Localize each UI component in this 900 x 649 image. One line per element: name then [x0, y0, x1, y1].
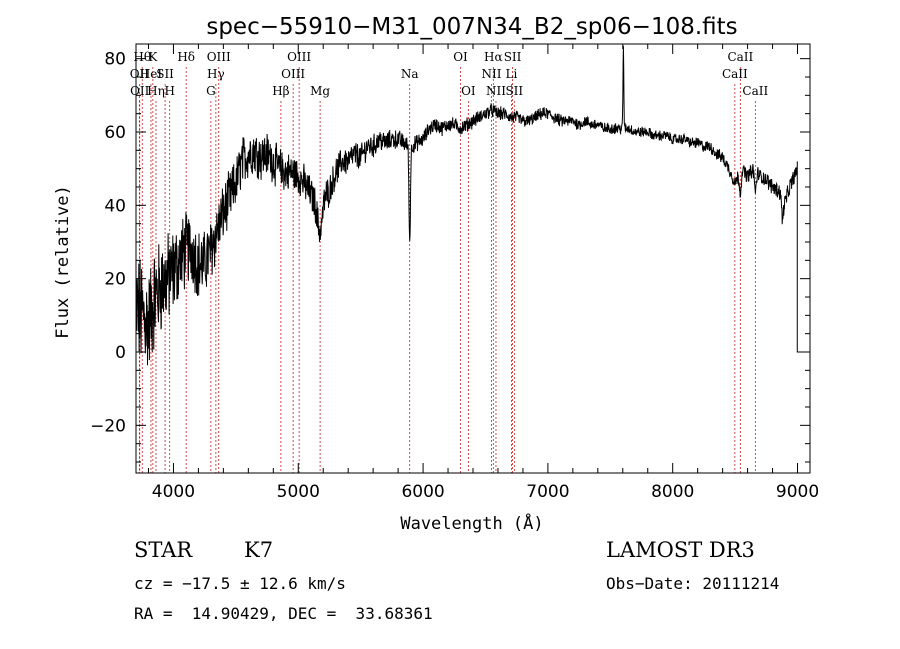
emission-line-label: OI — [461, 84, 476, 98]
emission-line-label: SII — [156, 67, 174, 81]
x-tick-label: 8000 — [651, 482, 694, 502]
emission-line-label: Hγ — [207, 67, 225, 81]
y-tick-label: 60 — [104, 123, 126, 143]
spectrum-series — [135, 45, 798, 366]
redshift-readout: cz = −17.5 ± 12.6 km/s — [134, 574, 346, 593]
x-axis-label: Wavelength (Å) — [400, 512, 543, 534]
emission-line-label: SII — [504, 50, 522, 64]
y-tick-label: −20 — [90, 416, 126, 436]
survey-name: LAMOST DR3 — [606, 538, 755, 562]
emission-line-label: Hδ — [177, 50, 195, 64]
spectrum-chart: spec−55910−M31_007N34_B2_sp06−108.fits H… — [53, 14, 819, 534]
object-class: STAR — [134, 538, 193, 562]
emission-line-label: Li — [506, 67, 518, 81]
y-axis-label: Flux (relative) — [53, 185, 73, 339]
emission-line-label: Hα — [484, 50, 503, 64]
emission-line-labels: Hθ OII OII K HeI Hη SII H Hδ G Hγ OIII Hβ OIII OIII Mg N… — [130, 50, 769, 98]
x-tick-label: 6000 — [401, 482, 444, 502]
observation-date: Obs−Date: 20111214 — [606, 574, 780, 593]
emission-line-markers — [138, 67, 756, 473]
ra-dec-readout: RA = 14.90429, DEC = 33.68361 — [134, 604, 433, 623]
emission-line-label: Hθ — [133, 50, 151, 64]
spectrum-series-end — [796, 161, 808, 353]
emission-line-label: Hβ — [272, 84, 289, 98]
y-tick-label: 40 — [104, 196, 126, 216]
emission-line-label: K — [148, 50, 158, 64]
emission-line-label: G — [206, 84, 216, 98]
x-tick-label: 7000 — [526, 482, 569, 502]
emission-line-label: OII — [130, 67, 150, 81]
emission-line-label: HeI — [140, 67, 163, 81]
emission-line-label: H — [164, 84, 174, 98]
emission-line-label: Mg — [310, 84, 330, 98]
emission-line-label: NII — [481, 67, 501, 81]
emission-line-label: Hη — [147, 84, 165, 98]
y-tick-label: 0 — [115, 343, 126, 363]
y-tick-label: 80 — [104, 50, 126, 70]
emission-line-label: OI — [453, 50, 468, 64]
emission-line-label: CaII — [742, 84, 768, 98]
emission-line-label: CaII — [722, 67, 748, 81]
emission-line-label: SII — [505, 84, 523, 98]
emission-line-label: OIII — [287, 50, 311, 64]
y-axis: −20 0 20 40 60 80 — [90, 50, 810, 463]
x-tick-label: 9000 — [776, 482, 819, 502]
emission-line-label: CaII — [727, 50, 753, 64]
y-tick-label: 20 — [104, 270, 126, 290]
chart-title: spec−55910−M31_007N34_B2_sp06−108.fits — [206, 14, 737, 40]
x-tick-label: 4000 — [152, 482, 195, 502]
emission-line-label: OIII — [281, 67, 305, 81]
plot-frame — [135, 43, 811, 474]
emission-line-label: Na — [401, 67, 419, 81]
emission-line-label: NII — [486, 84, 506, 98]
object-subclass: K7 — [244, 538, 274, 562]
x-tick-label: 5000 — [277, 482, 320, 502]
emission-line-label: OIII — [207, 50, 231, 64]
emission-line-label: OII — [130, 84, 150, 98]
x-axis: 4000 5000 6000 7000 8000 9000 — [147, 44, 819, 502]
